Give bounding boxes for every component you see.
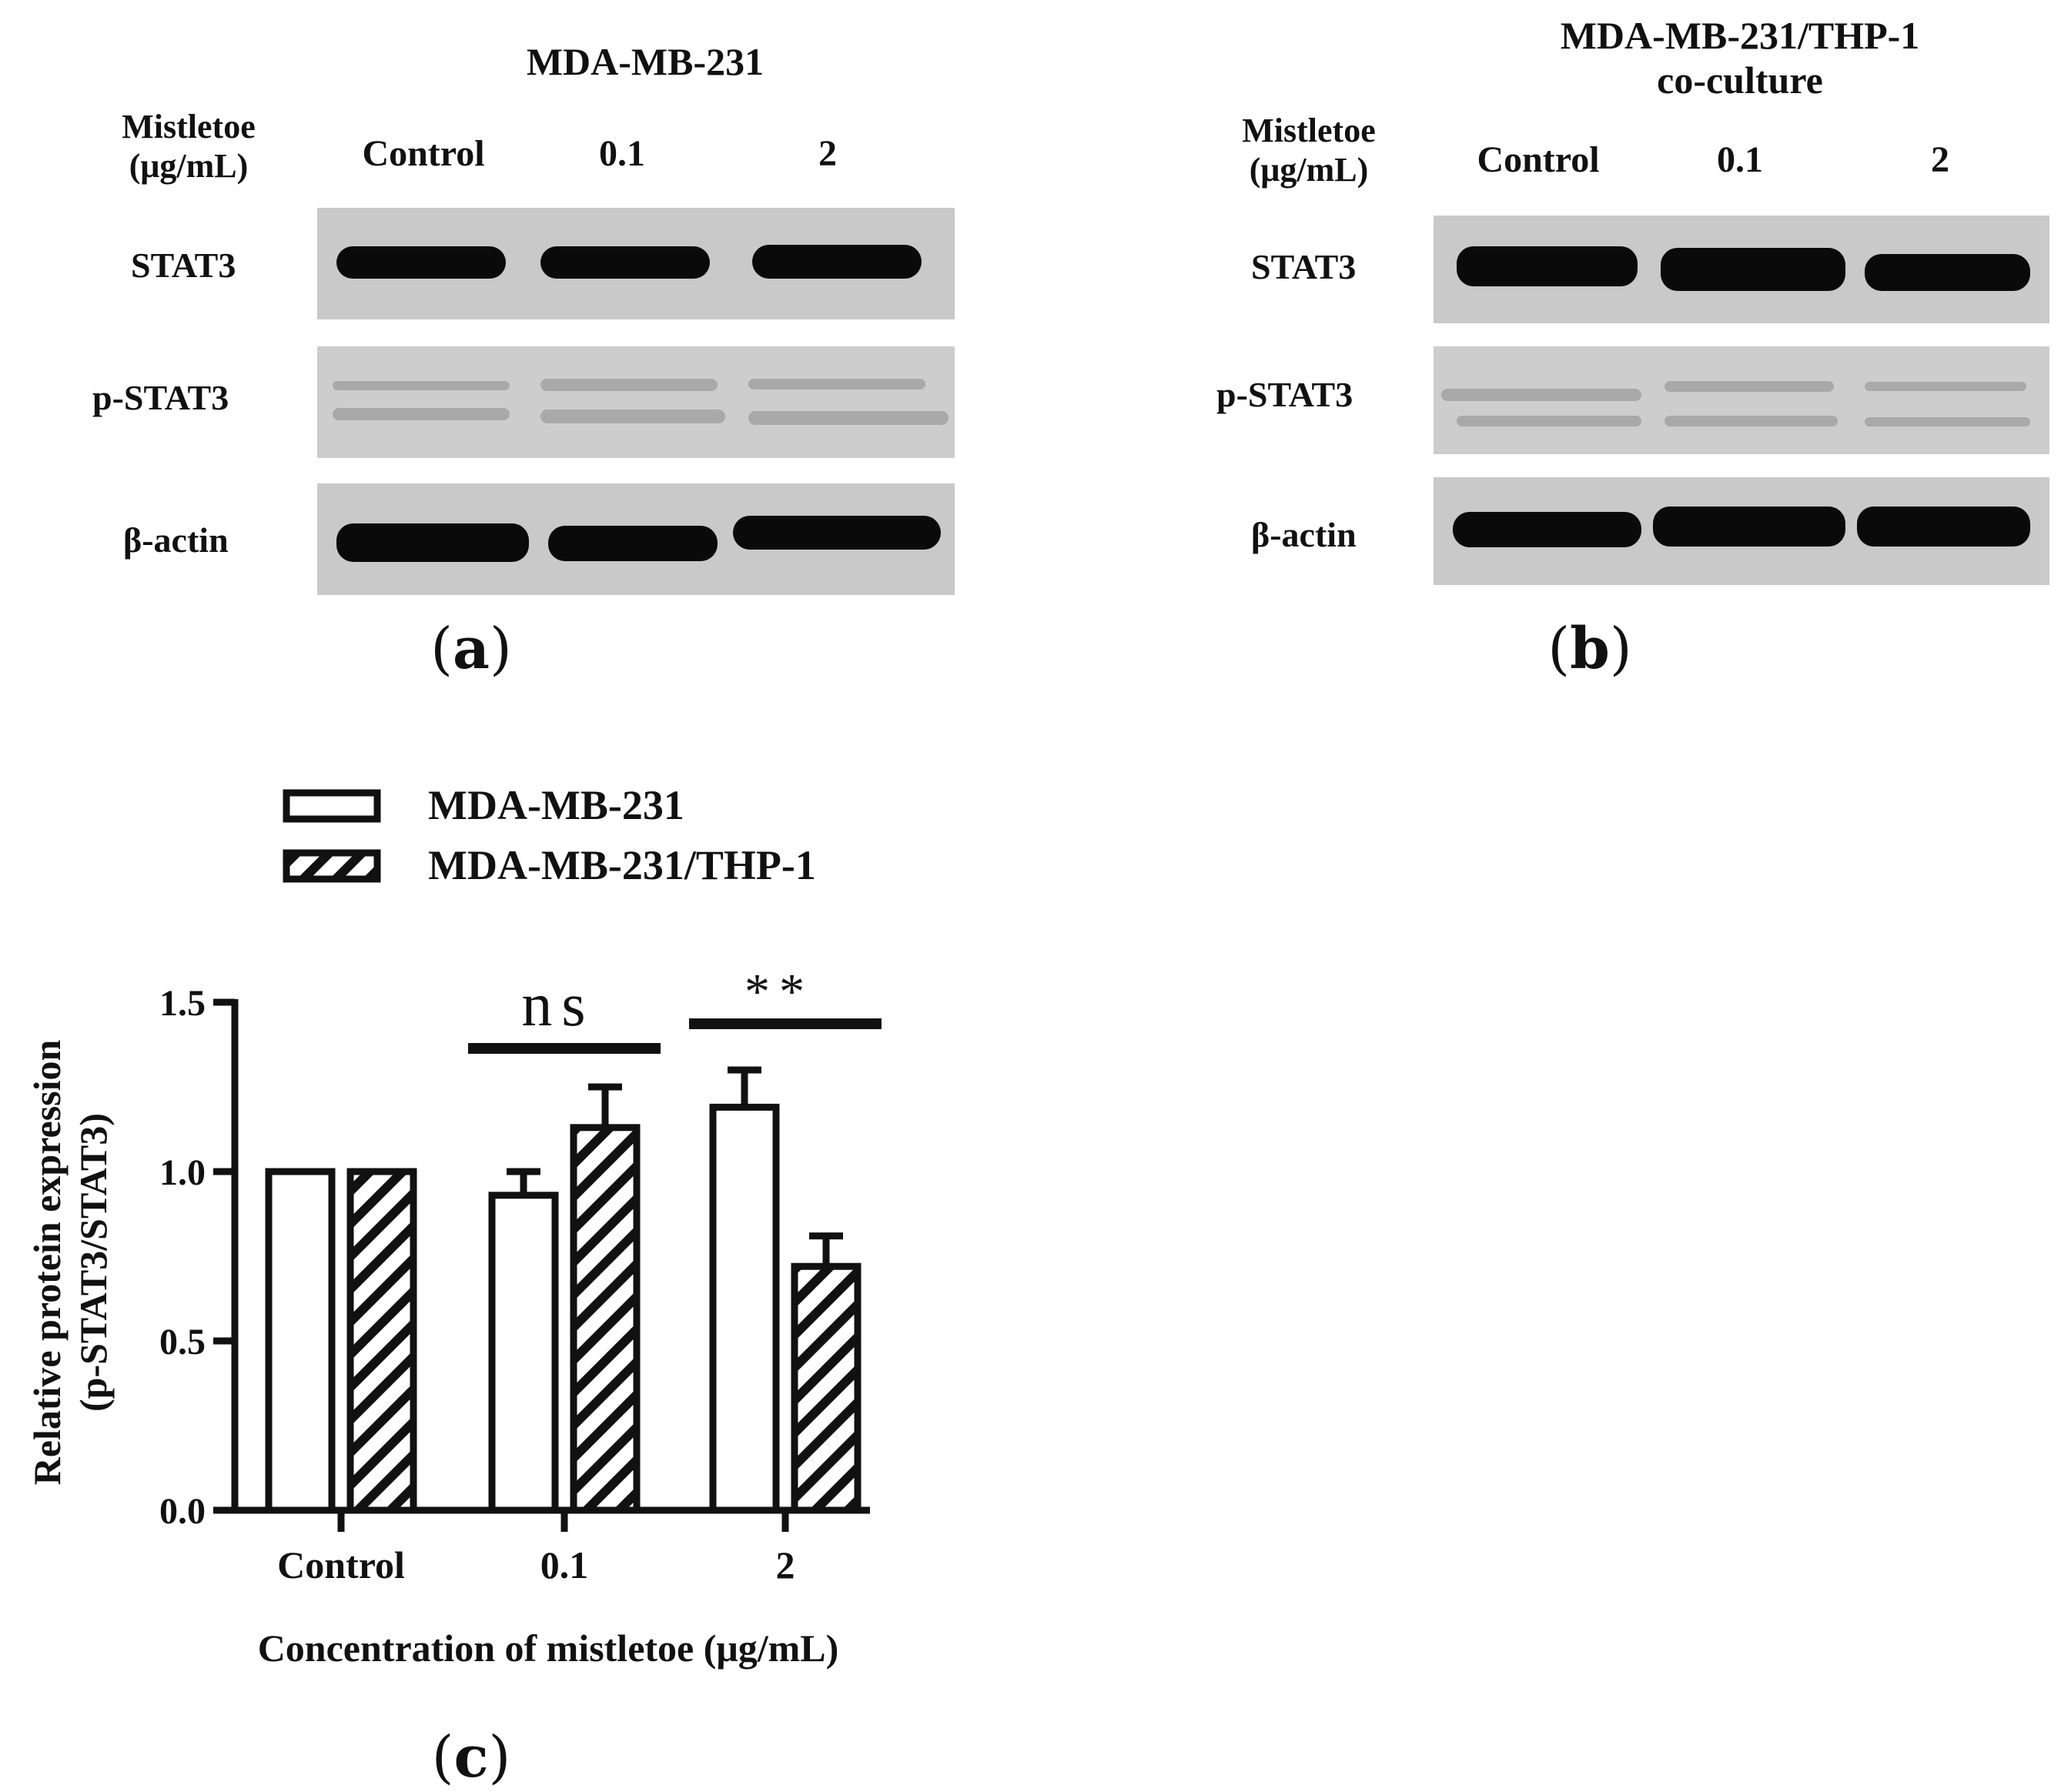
significance-label: ns xyxy=(521,971,594,1039)
x-axis-label: Concentration of mistletoe (μg/mL) xyxy=(258,1627,839,1670)
blot-band xyxy=(748,379,925,389)
blot-b-row-stat3: STAT3 xyxy=(1251,247,1357,286)
blot-b-title: MDA-MB-231/THP-1 co-culture xyxy=(1561,14,1920,102)
blot-a-condition-label: Mistletoe (μg/mL) xyxy=(100,108,277,186)
bar-chart: MDA-MB-231 MDA-MB-231/THP-1 0.0 0.5 1.0 1.5 C… xyxy=(25,782,882,1790)
x-tick-label: 0.1 xyxy=(540,1543,589,1586)
blot-band xyxy=(540,246,710,279)
blot-a-strip-bactin xyxy=(317,483,955,595)
blot-b-strip-pstat3 xyxy=(1434,346,2049,454)
blot-band xyxy=(1865,254,2030,291)
bar xyxy=(570,1124,641,1514)
y-tick-label: 0.5 xyxy=(159,1322,206,1362)
bar xyxy=(709,1103,780,1514)
blot-a-condition-label-line2: (μg/mL) xyxy=(129,146,249,185)
y-tick-label: 1.5 xyxy=(159,983,206,1024)
blot-b-col-0.1: 0.1 xyxy=(1717,139,1763,180)
blot-band xyxy=(748,411,949,425)
blot-band xyxy=(1857,507,2030,547)
blot-b-strip-bactin xyxy=(1434,477,2049,585)
blot-a-col-control: Control xyxy=(362,133,485,174)
blot-band xyxy=(1457,246,1638,286)
blot-band xyxy=(1441,389,1641,401)
blot-a-col-0.1: 0.1 xyxy=(599,133,645,174)
blot-a-row-bactin: β-actin xyxy=(123,520,229,560)
y-axis-label-line2: (p-STAT3/STAT3) xyxy=(72,1113,115,1412)
blot-b-condition-label: Mistletoe (μg/mL) xyxy=(1220,112,1397,189)
blot-band xyxy=(548,526,718,561)
panel-c-caption: (c) xyxy=(432,1724,511,1790)
blot-a-row-pstat3: p-STAT3 xyxy=(92,378,229,417)
blot-band xyxy=(752,245,922,279)
blot-b-condition-label-line1: Mistletoe xyxy=(1242,112,1376,149)
legend-label: MDA-MB-231 xyxy=(428,782,684,828)
blot-b-row-pstat3: p-STAT3 xyxy=(1216,375,1353,414)
legend-swatch xyxy=(283,849,381,883)
significance-label: ** xyxy=(744,964,814,1020)
legend-swatch xyxy=(283,789,381,823)
blot-band xyxy=(1665,416,1838,426)
blot-band xyxy=(540,379,718,391)
bar xyxy=(488,1192,559,1514)
blot-band xyxy=(733,516,941,550)
bar xyxy=(265,1168,336,1514)
y-tick-label: 1.0 xyxy=(159,1152,206,1193)
panel-b-caption: (b) xyxy=(1547,616,1632,682)
blot-a-condition-label-line1: Mistletoe xyxy=(122,108,256,145)
blot-band xyxy=(1453,512,1641,547)
plot-area: 0.0 0.5 1.0 1.5 Control 0.1 2 ns ** xyxy=(159,964,882,1586)
blot-a-col-2: 2 xyxy=(818,133,837,174)
blot-b-condition-label-line2: (μg/mL) xyxy=(1249,150,1369,189)
y-tick-label: 0.0 xyxy=(159,1491,206,1532)
blot-band xyxy=(1865,417,2030,426)
bar xyxy=(346,1168,417,1514)
panel-b-letter: b xyxy=(1570,616,1610,682)
blot-band xyxy=(333,408,510,420)
blot-b-col-2: 2 xyxy=(1931,139,1949,180)
blot-band xyxy=(333,381,510,390)
blot-band xyxy=(336,246,506,279)
blot-band xyxy=(1661,248,1845,291)
blot-b-col-control: Control xyxy=(1477,139,1600,180)
blot-band xyxy=(1457,416,1641,426)
blot-b-strip-stat3 xyxy=(1434,216,2049,323)
bar xyxy=(791,1262,862,1514)
blot-band xyxy=(1865,382,2026,391)
legend-label: MDA-MB-231/THP-1 xyxy=(428,842,816,888)
x-tick-label: Control xyxy=(277,1543,405,1586)
blot-a-strip-pstat3 xyxy=(317,346,955,458)
blot-b-title-line2: co-culture xyxy=(1657,58,1823,102)
blot-band xyxy=(1665,381,1834,392)
x-tick-label: 2 xyxy=(776,1543,795,1586)
blot-band xyxy=(1653,507,1845,547)
blot-band xyxy=(540,410,725,423)
blot-b-row-bactin: β-actin xyxy=(1251,515,1357,554)
panel-c-letter: c xyxy=(453,1724,488,1790)
panel-a-letter: a xyxy=(453,616,490,682)
blot-a-strip-stat3 xyxy=(317,208,955,319)
blot-b-title-line1: MDA-MB-231/THP-1 xyxy=(1560,14,1920,57)
blot-band xyxy=(336,523,529,562)
chart-legend: MDA-MB-231 MDA-MB-231/THP-1 xyxy=(283,782,816,888)
blot-a-row-stat3: STAT3 xyxy=(131,246,236,285)
blot-a-title: MDA-MB-231 xyxy=(526,40,765,83)
panel-a-caption: (a) xyxy=(430,616,512,682)
y-axis-label-line1: Relative protein expression xyxy=(25,1039,69,1485)
